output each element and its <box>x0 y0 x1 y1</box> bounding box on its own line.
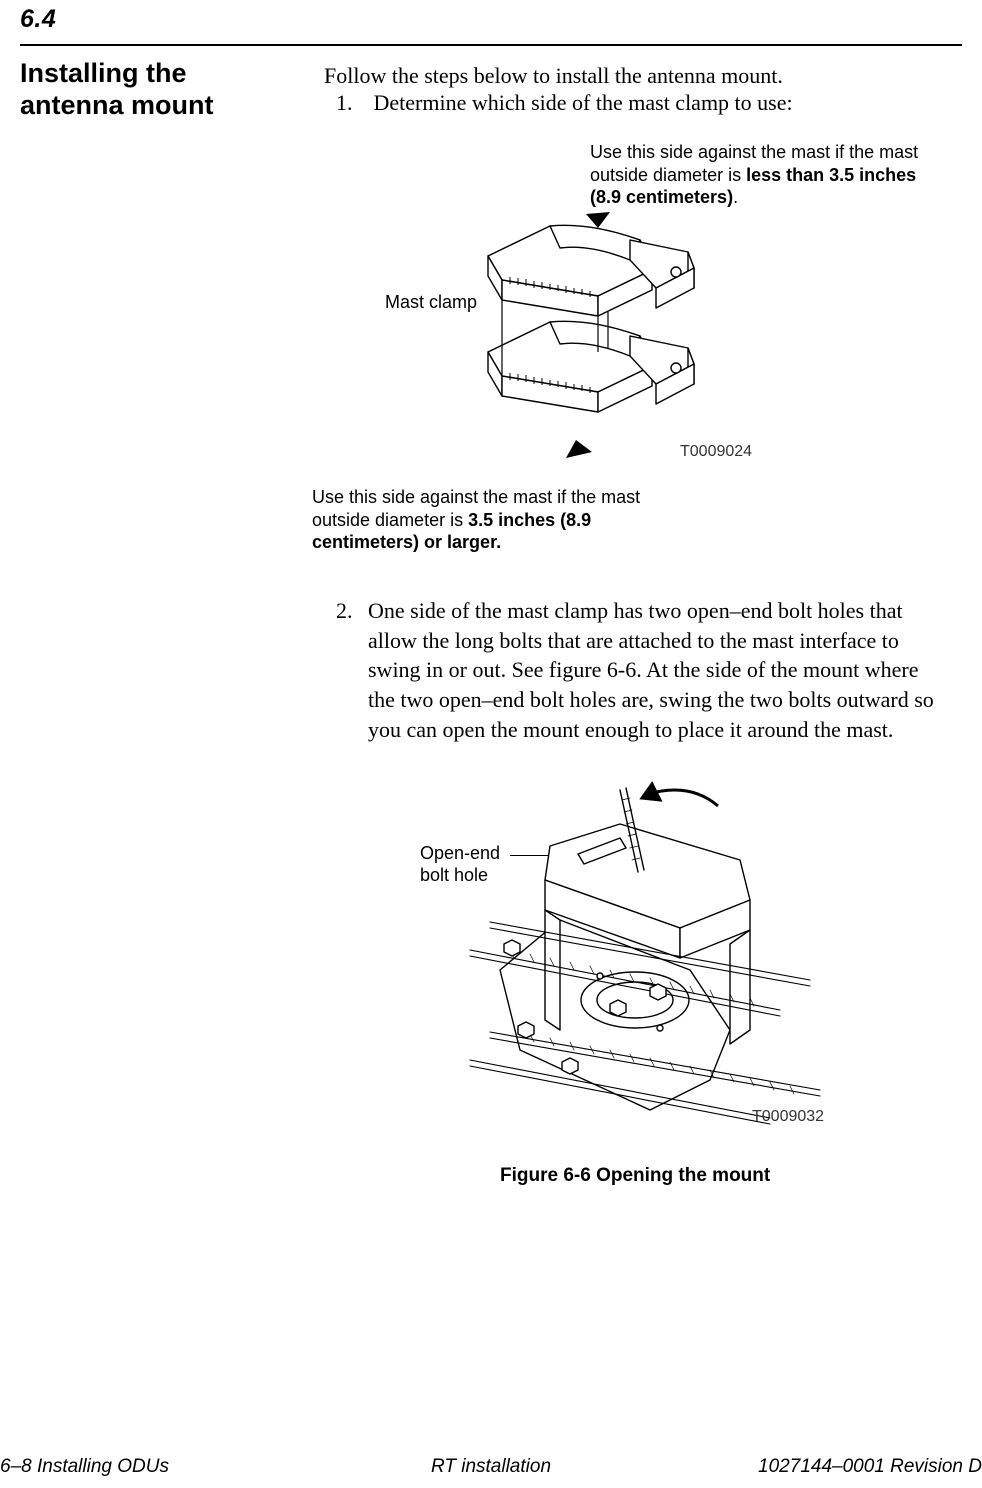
intro-text: Follow the steps below to install the an… <box>324 61 944 91</box>
section-heading: Installing the antenna mount <box>20 58 290 122</box>
figure-code: T0009032 <box>752 1108 824 1126</box>
figure-caption: Figure 6-6 Opening the mount <box>500 1165 770 1187</box>
horizontal-rule <box>20 44 962 46</box>
figure-code: T0009024 <box>680 443 752 461</box>
step-2: 2. One side of the mast clamp has two op… <box>336 596 956 744</box>
opening-mount-diagram <box>450 800 870 1140</box>
step-number: 2. <box>336 596 368 626</box>
callout-bottom: Use this side against the mast if the ma… <box>312 486 647 554</box>
footer-right: 1027144–0001 Revision D <box>758 1456 982 1478</box>
step-text: Determine which side of the mast clamp t… <box>374 90 793 115</box>
callout-top: Use this side against the mast if the ma… <box>590 141 935 209</box>
callout-text: . <box>733 187 738 207</box>
step-text: One side of the mast clamp has two open–… <box>368 596 938 744</box>
step-1: 1. Determine which side of the mast clam… <box>336 88 944 118</box>
section-number: 6.4 <box>20 5 56 34</box>
mast-clamp-diagram <box>480 218 720 464</box>
step-number: 1. <box>336 88 368 118</box>
